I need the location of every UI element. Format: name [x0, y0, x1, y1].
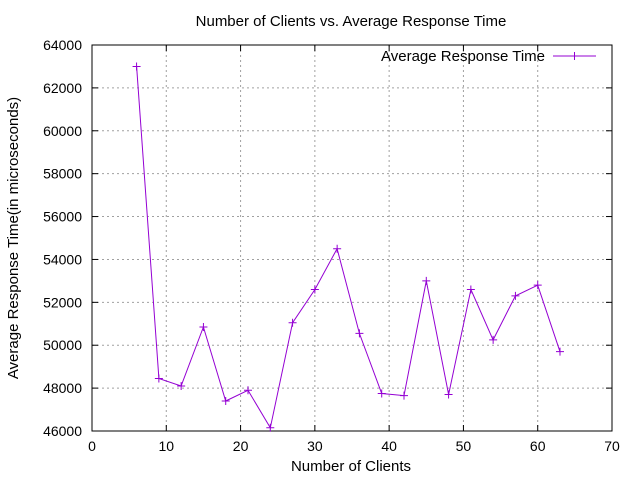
x-tick-label: 0 — [88, 438, 96, 454]
y-tick-label: 48000 — [43, 380, 82, 396]
legend-marker — [570, 52, 579, 60]
data-point-marker — [422, 276, 431, 285]
y-tick-label: 62000 — [43, 80, 82, 96]
y-tick-label: 46000 — [43, 423, 82, 439]
data-point-marker — [288, 318, 297, 327]
x-tick-label: 30 — [307, 438, 323, 454]
data-point-marker — [244, 386, 252, 395]
y-tick-label: 54000 — [43, 251, 82, 267]
data-point-marker — [489, 335, 498, 344]
data-point-marker — [444, 390, 453, 399]
data-point-marker — [333, 244, 342, 253]
chart-title: Number of Clients vs. Average Response T… — [196, 13, 507, 30]
data-point-marker — [377, 389, 386, 398]
x-tick-label: 70 — [604, 438, 620, 454]
data-point-marker — [533, 281, 542, 290]
series-layer — [132, 62, 564, 432]
legend-label: Average Response Time — [381, 48, 545, 65]
data-point-marker — [556, 347, 564, 356]
x-axis-title: Number of Clients — [291, 458, 411, 475]
data-point-marker — [221, 396, 230, 405]
y-axis-title: Average Response Time(in microseconds) — [5, 97, 22, 379]
data-point-marker — [355, 329, 364, 338]
data-point-marker — [154, 374, 163, 383]
axis-ticks: 0 10 20 30 40 50 60 70 46000 48000 50000 52000 54000… — [43, 37, 620, 454]
grid — [92, 45, 612, 431]
x-tick-label: 20 — [233, 438, 249, 454]
data-point-marker — [400, 391, 408, 400]
y-tick-label: 64000 — [43, 37, 82, 53]
plot-frame — [91, 44, 613, 432]
series-line — [136, 66, 561, 430]
data-point-marker — [511, 291, 520, 300]
data-point-marker — [266, 423, 275, 432]
y-tick-label: 60000 — [43, 123, 82, 139]
x-tick-label: 10 — [158, 438, 174, 454]
data-point-marker — [132, 62, 141, 71]
data-point-marker — [199, 322, 208, 331]
y-tick-label: 50000 — [43, 337, 82, 353]
y-tick-label: 56000 — [43, 209, 82, 225]
x-tick-label: 40 — [381, 438, 397, 454]
data-point-marker — [310, 285, 319, 294]
y-tick-label: 58000 — [43, 166, 82, 182]
x-tick-label: 50 — [456, 438, 472, 454]
x-tick-label: 60 — [530, 438, 546, 454]
legend: Average Response Time — [381, 48, 596, 65]
data-point-marker — [466, 285, 475, 294]
y-tick-label: 52000 — [43, 294, 82, 310]
data-point-marker — [177, 381, 186, 390]
